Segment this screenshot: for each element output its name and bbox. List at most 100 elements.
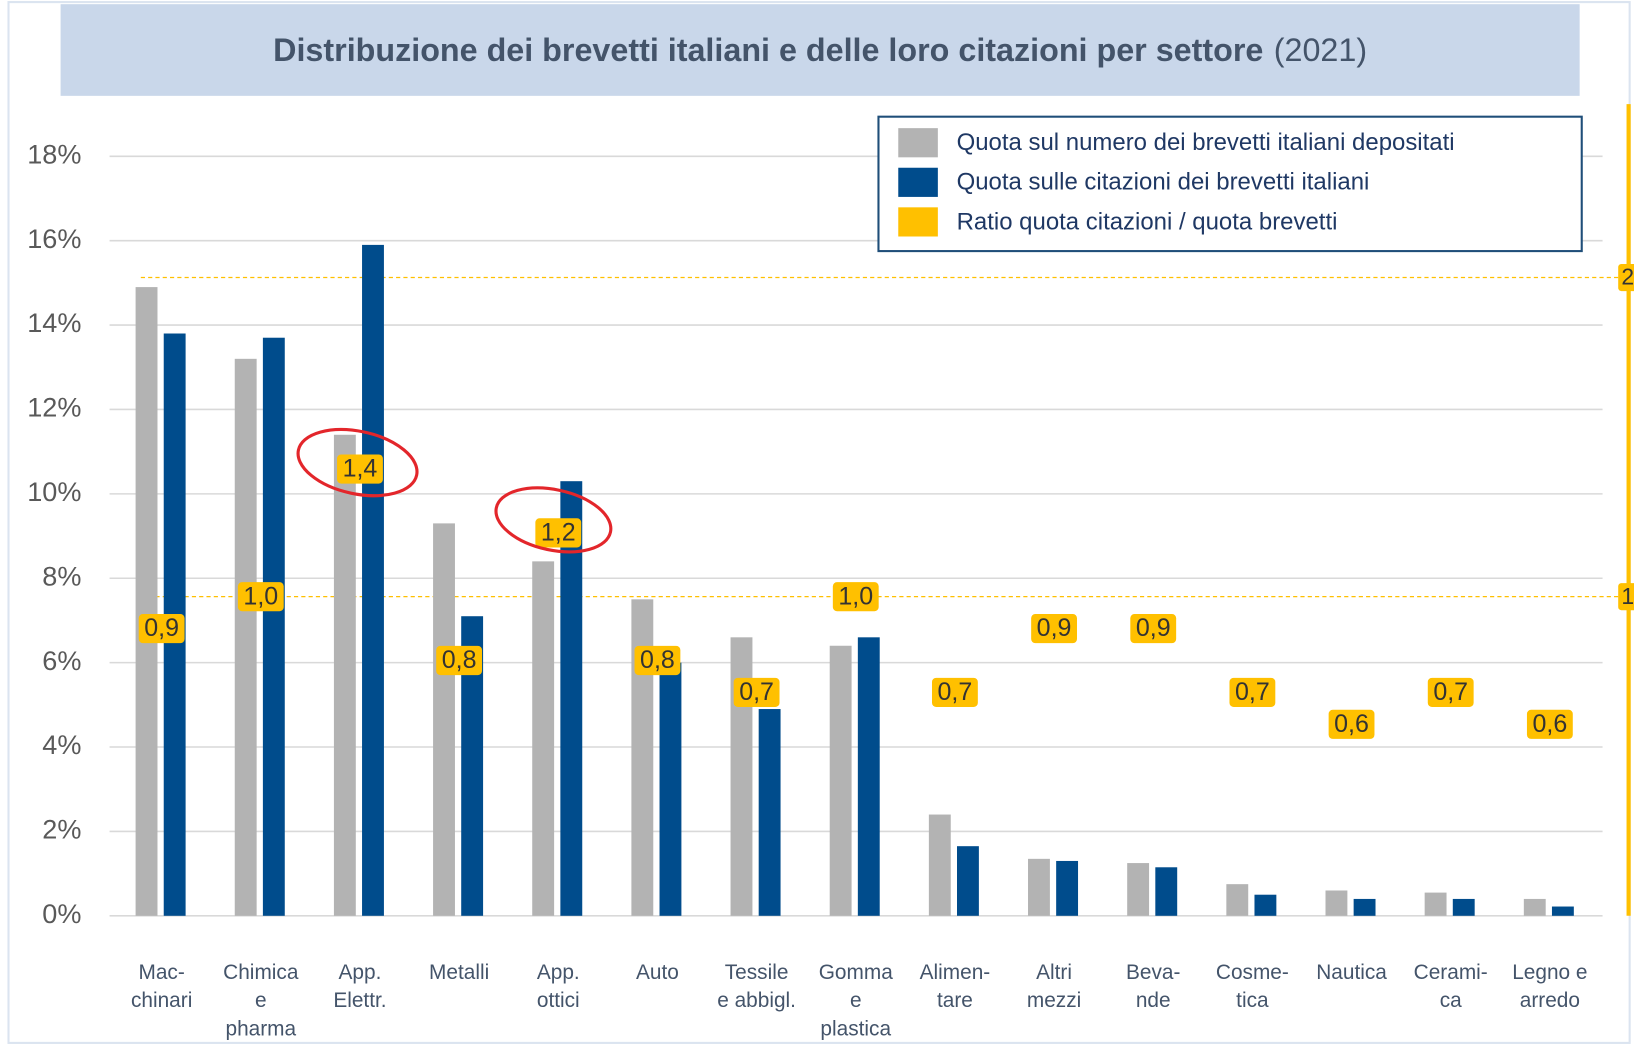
bar — [957, 846, 979, 916]
legend-label: Ratio quota citazioni / quota brevetti — [957, 208, 1338, 235]
legend-label: Quota sul numero dei brevetti italiani d… — [957, 129, 1455, 156]
title-year: (2021) — [1274, 32, 1367, 68]
ratio-label: 0,9 — [1136, 614, 1171, 642]
bar — [1056, 860, 1079, 916]
ratio-label: 1,0 — [243, 582, 278, 610]
y-tick-label: 16% — [27, 223, 81, 254]
y2-tick-box — [1618, 264, 1634, 292]
y-tick-label: 14% — [27, 307, 81, 338]
y-tick-label: 8% — [42, 560, 81, 591]
legend-swatch — [898, 167, 938, 197]
bar — [262, 337, 285, 916]
y-tick-label: 10% — [27, 476, 81, 507]
ratio-label: 1,2 — [541, 519, 576, 547]
x-tick-label: Alimen-tare — [920, 961, 991, 1012]
bar — [758, 709, 781, 916]
ratio-label-box — [634, 645, 681, 676]
ratio-label: 0,7 — [739, 678, 774, 706]
ratio-label-box — [1229, 677, 1276, 708]
x-tick-label: Gomma e plastica — [819, 961, 893, 1040]
ratio-label-box — [1328, 709, 1375, 739]
ratio-label-box — [138, 614, 185, 644]
bar — [560, 481, 583, 916]
ratio-label-box — [237, 582, 284, 612]
bar — [1424, 892, 1447, 916]
x-tick-label: Tessile e abbigl. — [717, 961, 796, 1012]
x-tick-label: App. Elettr. — [333, 961, 386, 1012]
ratio-label: 0,9 — [1037, 614, 1072, 642]
bar — [1523, 898, 1546, 916]
ratio-label-box — [1427, 677, 1474, 708]
bar — [1226, 884, 1249, 916]
bar — [631, 599, 654, 916]
ratio-label: 0,7 — [1235, 678, 1270, 706]
bar — [659, 662, 682, 916]
y-tick-label: 6% — [42, 645, 81, 676]
title-box — [60, 4, 1580, 96]
bar — [829, 645, 852, 916]
ratio-label-box — [832, 582, 879, 612]
x-tick-label: Cosme-tica — [1216, 961, 1289, 1012]
bar — [857, 637, 880, 916]
legend-entries: Quota sul numero dei brevetti italiani d… — [898, 128, 1455, 237]
bar — [1452, 898, 1475, 916]
highlight-circle — [296, 427, 419, 498]
x-tick-label: Mac-chinari — [131, 961, 192, 1012]
ratio-label: 0,8 — [640, 646, 675, 674]
ratio-label: 0,7 — [1433, 678, 1468, 706]
ratio-label-box — [1031, 614, 1077, 644]
x-tick-label: Chimica e pharma — [223, 961, 299, 1040]
x-tick-label: Auto — [636, 961, 679, 984]
y-tick-label: 12% — [27, 392, 81, 423]
title-main: Distribuzione dei brevetti italiani e de… — [273, 32, 1263, 68]
ratio-label: 0,7 — [938, 678, 973, 706]
x-tick-label: Cerami-ca — [1414, 961, 1488, 1012]
x-tick-label: App. ottici — [537, 961, 580, 1012]
bar — [1028, 858, 1050, 916]
x-tick-label: Altri mezzi — [1027, 961, 1081, 1012]
ratio-label-box — [733, 677, 780, 708]
bar — [135, 287, 158, 916]
y2-tick-label: 2 — [1621, 264, 1634, 290]
ratio-label: 0,6 — [1532, 710, 1567, 738]
y2-tick-label: 1 — [1621, 583, 1634, 609]
ratio-label: 0,9 — [144, 614, 179, 642]
ratio-label-box — [931, 677, 978, 708]
x-tick-label: Metalli — [429, 961, 489, 984]
ratio-label: 1,4 — [343, 455, 378, 483]
legend-swatch — [898, 207, 938, 237]
y2-tick-box — [1618, 583, 1634, 611]
bar — [362, 244, 384, 916]
ratio-label-box — [1526, 709, 1573, 739]
x-tick-label: Beva-nde — [1126, 961, 1180, 1012]
ratio-label: 0,6 — [1334, 710, 1369, 738]
bar — [433, 523, 455, 916]
legend — [877, 115, 1583, 253]
bar — [532, 561, 555, 916]
x-tick-label: Legno e arredo — [1512, 961, 1587, 1012]
bar — [1254, 894, 1277, 916]
ratio-label-box — [1130, 614, 1177, 644]
bar — [333, 434, 356, 916]
ratio-label: 0,8 — [442, 646, 477, 674]
ratio-label-box — [535, 518, 582, 548]
ratio-label-box — [337, 454, 383, 484]
bar — [234, 358, 257, 916]
bar — [1325, 890, 1348, 916]
y-tick-label: 2% — [42, 814, 81, 845]
ratio-label: 1,0 — [838, 582, 873, 610]
highlight-circle — [494, 486, 613, 554]
x-tick-label: Nautica — [1316, 961, 1387, 984]
y-tick-label: 18% — [27, 138, 81, 169]
y-tick-label: 0% — [42, 898, 81, 929]
bar — [1551, 906, 1574, 916]
bar — [1353, 898, 1376, 916]
chart-title: Distribuzione dei brevetti italiani e de… — [273, 32, 1367, 68]
legend-swatch — [898, 128, 938, 158]
plot-area: 0% 2% 4% 6% 8% 10% 12% 14% 16% 18% 1 2 Mac-chinari Ch… — [27, 104, 1634, 1040]
bar — [1127, 863, 1150, 916]
legend-label: Quota sulle citazioni dei brevetti itali… — [957, 169, 1370, 196]
bar — [1155, 867, 1178, 916]
